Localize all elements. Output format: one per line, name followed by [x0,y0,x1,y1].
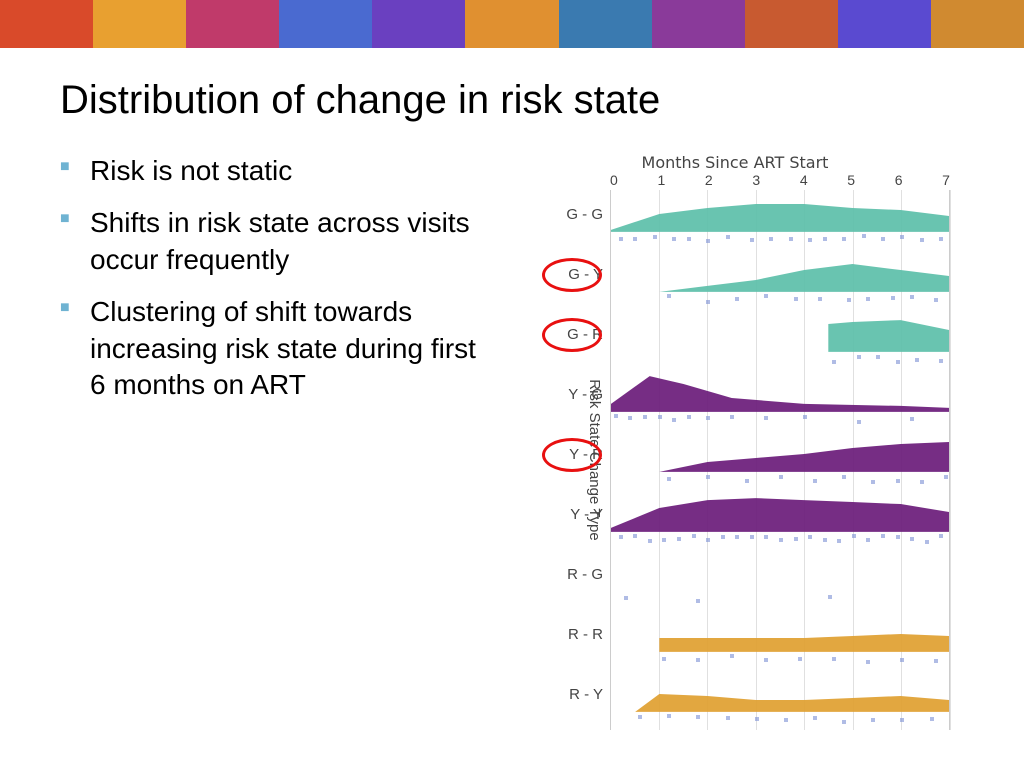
chart-row: G - R [611,310,949,370]
slide-body: Distribution of change in risk state Ris… [0,48,1024,730]
row-label: G - Y [543,266,603,283]
chart-row: Y - R [611,430,949,490]
chart-x-ticks: 01234567 [520,172,950,190]
chart-row: Y - Y [611,490,949,550]
chart-rows: G - GG - YG - RY - GY - RY - YR - GR - R… [610,190,950,730]
row-label: R - Y [543,686,603,703]
slide-title: Distribution of change in risk state [60,78,964,123]
content-row: Risk is not static Shifts in risk state a… [60,153,964,730]
row-label: Y - Y [543,506,603,523]
row-label: G - G [543,206,603,223]
row-label: Y - R [543,446,603,463]
chart-row: R - Y [611,670,949,730]
bullet-list: Risk is not static Shifts in risk state a… [60,153,490,730]
row-label: R - R [543,626,603,643]
row-label: R - G [543,566,603,583]
bullet-item: Clustering of shift towards increasing r… [60,294,490,403]
row-label: Y - G [543,386,603,403]
ridge-chart: Months Since ART Start 01234567 Risk Sta… [520,153,950,730]
chart-row: R - G [611,550,949,610]
chart-row: Y - G [611,370,949,430]
chart-row: R - R [611,610,949,670]
decorative-banner [0,0,1024,48]
chart-x-title: Months Since ART Start [520,153,950,172]
chart-row: G - G [611,190,949,250]
plot-area: Risk State Change Type G - GG - YG - RY … [520,190,950,730]
row-label: G - R [543,326,603,343]
bullet-item: Shifts in risk state across visits occur… [60,205,490,278]
bullet-item: Risk is not static [60,153,490,189]
chart-row: G - Y [611,250,949,310]
